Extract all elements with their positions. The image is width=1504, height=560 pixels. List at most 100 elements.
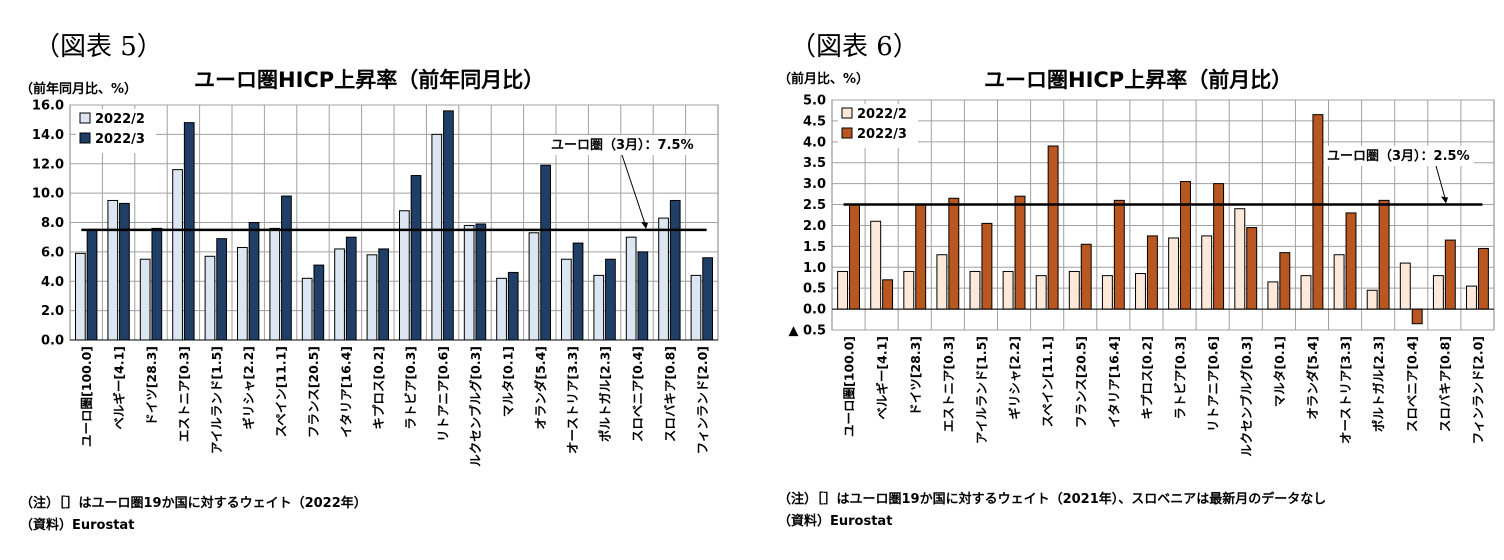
y-tick-label: ▲ 0.5 xyxy=(788,324,826,339)
reference-arrow-head xyxy=(641,221,648,229)
y-axis-unit-label: （前年同月比、%） xyxy=(20,82,138,97)
bar-2022-3 xyxy=(1345,212,1357,310)
x-tick-label: ルクセンブルグ[0.3] xyxy=(1239,336,1254,457)
x-tick-label: フィンランド[2.0] xyxy=(1470,336,1485,444)
bar-2022-2 xyxy=(172,169,183,341)
y-tick-label: 4.0 xyxy=(803,135,826,150)
bar-2022-3 xyxy=(86,229,98,341)
x-tick-label: キプロス[0.2] xyxy=(1139,336,1154,420)
bar-2022-2 xyxy=(463,224,475,341)
bar-2022-2 xyxy=(593,274,605,341)
bar-2022-2 xyxy=(1068,270,1080,310)
x-tick-label: ギリシャ[2.2] xyxy=(1007,336,1022,420)
reference-arrow xyxy=(1435,165,1447,202)
legend-swatch xyxy=(841,107,853,119)
y-tick-label: 3.0 xyxy=(803,177,826,192)
x-tick-label: イタリア[16.4] xyxy=(338,346,353,438)
x-tick-label: ラトビア[0.3] xyxy=(1173,336,1188,420)
y-tick-label: 12.0 xyxy=(32,157,64,172)
x-tick-label: ギリシャ[2.2] xyxy=(241,346,256,430)
x-tick-label: ポルトガル[2.3] xyxy=(598,346,613,442)
x-tick-label: スロバキア[0.8] xyxy=(662,346,677,442)
bar-2022-3 xyxy=(1477,247,1489,310)
legend-swatch xyxy=(79,112,91,124)
bar-2022-2 xyxy=(903,270,915,310)
reference-label-bg xyxy=(1324,146,1474,166)
chart-title: ユーロ圏HICP上昇率（前年同月比） xyxy=(194,68,545,92)
bar-2022-2 xyxy=(366,254,378,341)
bar-2022-2 xyxy=(1333,254,1345,310)
x-tick-label: オランダ[5.4] xyxy=(1305,336,1320,420)
y-tick-label: 4.0 xyxy=(41,275,64,290)
y-axis-unit-label: （前月比、%） xyxy=(778,72,870,87)
bar-2022-2 xyxy=(1135,273,1146,310)
y-tick-label: 0.0 xyxy=(41,334,64,349)
reference-arrow-head xyxy=(1441,196,1448,204)
x-tick-label: スロバキア[0.8] xyxy=(1437,336,1452,432)
y-tick-label: 16.0 xyxy=(32,99,64,114)
bar-2022-2 xyxy=(1432,275,1444,310)
bar-2022-3 xyxy=(540,164,551,341)
bar-2022-2 xyxy=(1267,281,1279,310)
bar-2022-2 xyxy=(431,133,443,341)
x-tick-label: フランス[20.5] xyxy=(306,346,321,438)
bar-2022-2 xyxy=(837,270,849,310)
x-tick-label: ユーロ圏[100.0] xyxy=(79,346,94,447)
bar-2022-3 xyxy=(1047,145,1059,310)
x-tick-label: ラトビア[0.3] xyxy=(403,346,418,430)
x-tick-label: オーストリア[3.3] xyxy=(1338,336,1353,444)
bar-2022-3 xyxy=(1180,181,1191,310)
bar-2022-2 xyxy=(204,255,216,341)
bar-2022-2 xyxy=(969,270,981,310)
panel-yoy: （図表 5） （前年同月比、%） ユーロ圏HICP上昇率（前年同月比） 0.0 2… xyxy=(20,32,719,533)
figure-label: （図表 6） xyxy=(790,32,919,62)
bar-2022-2 xyxy=(334,248,345,341)
x-tick-label: キプロス[0.2] xyxy=(371,346,386,430)
x-tick-label: スロベニア[0.4] xyxy=(630,346,645,442)
y-tick-label: 2.5 xyxy=(803,198,826,213)
bar-2022-3 xyxy=(981,222,993,310)
legend-label: 2022/2 xyxy=(95,112,145,127)
bar-2022-3 xyxy=(1444,239,1456,310)
y-tick-label: 8.0 xyxy=(41,216,64,231)
bar-2022-2 xyxy=(528,232,540,341)
x-tick-label: ルクセンブルグ[0.3] xyxy=(468,346,483,467)
bar-2022-2 xyxy=(1234,208,1246,310)
bar-2022-3 xyxy=(119,202,130,341)
reference-label: ユーロ圏（3月）：2.5% xyxy=(1327,148,1470,164)
y-tick-label: 10.0 xyxy=(32,187,64,202)
bar-2022-3 xyxy=(1279,252,1291,310)
bar-2022-3 xyxy=(410,175,422,341)
x-tick-label: ユーロ圏[100.0] xyxy=(842,336,857,437)
reference-label: ユーロ圏（3月）：7.5% xyxy=(551,137,694,153)
bar-2022-3 xyxy=(1014,195,1026,310)
chart-title: ユーロ圏HICP上昇率（前月比） xyxy=(984,68,1293,92)
source-text: （資料）Eurostat xyxy=(778,514,893,529)
bar-2022-2 xyxy=(658,217,669,341)
x-tick-label: フランス[20.5] xyxy=(1073,336,1088,428)
note-text: （注）［］はユーロ圏19か国に対するウェイト（2022年） xyxy=(20,496,367,511)
bar-2022-2 xyxy=(107,199,119,341)
bar-2022-2 xyxy=(301,277,313,341)
y-tick-label: 1.5 xyxy=(803,240,826,255)
y-tick-label: 6.0 xyxy=(41,245,64,260)
bar-2022-2 xyxy=(1035,275,1047,310)
bar-2022-3 xyxy=(605,258,616,341)
x-tick-label: オーストリア[3.3] xyxy=(565,346,580,454)
figure-label: （図表 5） xyxy=(34,32,163,62)
legend-label: 2022/3 xyxy=(857,127,907,142)
bar-2022-3 xyxy=(281,195,292,341)
bar-2022-3 xyxy=(948,197,960,310)
x-tick-label: エストニア[0.3] xyxy=(941,336,956,432)
bar-2022-2 xyxy=(269,227,281,341)
bar-2022-2 xyxy=(1300,275,1312,310)
source-text: （資料）Eurostat xyxy=(20,518,135,533)
x-tick-label: マルタ[0.1] xyxy=(500,346,515,417)
bar-2022-3 xyxy=(1312,114,1324,310)
bar-2022-2 xyxy=(690,274,702,341)
y-tick-label: 3.5 xyxy=(803,156,826,171)
x-tick-label: リトアニア[0.6] xyxy=(1206,336,1221,432)
x-tick-label: スペイン[11.1] xyxy=(274,346,289,437)
bar-2022-2 xyxy=(1466,285,1477,310)
bar-2022-2 xyxy=(139,258,151,341)
